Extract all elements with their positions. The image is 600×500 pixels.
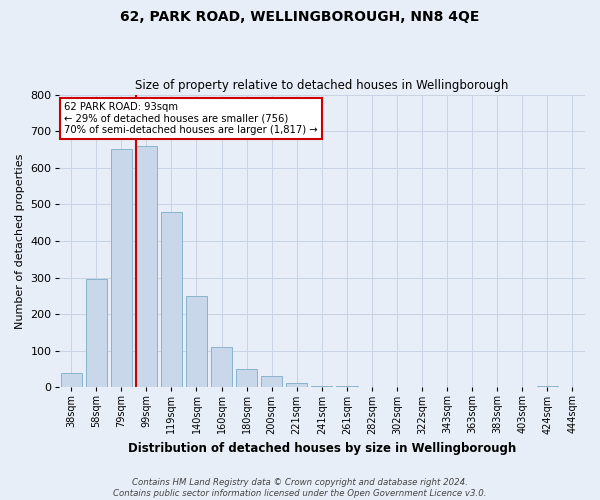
X-axis label: Distribution of detached houses by size in Wellingborough: Distribution of detached houses by size … — [128, 442, 516, 455]
Text: 62, PARK ROAD, WELLINGBOROUGH, NN8 4QE: 62, PARK ROAD, WELLINGBOROUGH, NN8 4QE — [121, 10, 479, 24]
Bar — [161, 212, 182, 388]
Bar — [386, 386, 407, 388]
Bar — [336, 386, 358, 388]
Title: Size of property relative to detached houses in Wellingborough: Size of property relative to detached ho… — [135, 79, 509, 92]
Bar — [61, 372, 82, 388]
Bar — [186, 296, 207, 388]
Y-axis label: Number of detached properties: Number of detached properties — [15, 154, 25, 328]
Bar — [286, 383, 307, 388]
Bar — [311, 386, 332, 388]
Bar — [211, 347, 232, 388]
Bar — [361, 386, 383, 388]
Bar — [136, 146, 157, 388]
Text: 62 PARK ROAD: 93sqm
← 29% of detached houses are smaller (756)
70% of semi-detac: 62 PARK ROAD: 93sqm ← 29% of detached ho… — [64, 102, 317, 135]
Bar — [236, 369, 257, 388]
Bar — [110, 150, 132, 388]
Bar — [86, 280, 107, 388]
Text: Contains HM Land Registry data © Crown copyright and database right 2024.
Contai: Contains HM Land Registry data © Crown c… — [113, 478, 487, 498]
Bar — [261, 376, 283, 388]
Bar — [412, 386, 433, 388]
Bar — [537, 386, 558, 388]
